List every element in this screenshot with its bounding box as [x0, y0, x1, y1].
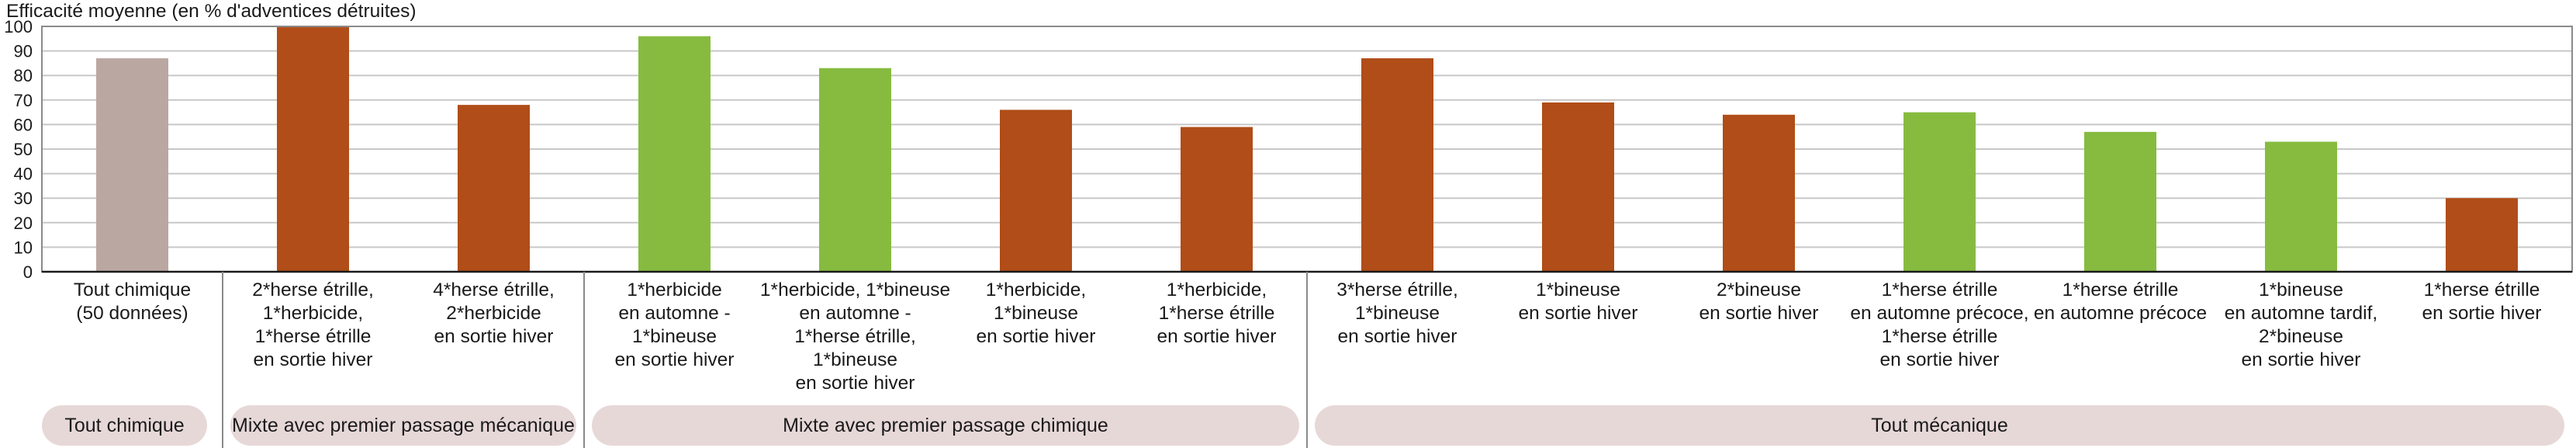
bar: [638, 36, 711, 272]
bars: [96, 26, 2518, 272]
y-axis-label: Efficacité moyenne (en % d'adventices dé…: [6, 1, 417, 22]
bar: [819, 68, 891, 272]
group-pill: [1315, 405, 2564, 446]
y-tick-label: 100: [4, 17, 33, 36]
category-label: 1*herbicide en automne -1*bineuse en sorti…: [615, 280, 735, 370]
category-label: 1*herse étrille en sortie hiver: [2422, 280, 2542, 324]
bar: [1000, 109, 1072, 272]
group-label: Tout chimique: [64, 415, 184, 436]
y-tick-label: 60: [14, 115, 33, 134]
group-labels: Tout chimique Mixte avec premier passage …: [42, 405, 2564, 446]
bar: [1723, 114, 1795, 272]
group-pill: [592, 405, 1299, 446]
category-label: 1*bineuse en automne tardif, 2*bineuse en s…: [2225, 280, 2377, 370]
group-pill: [42, 405, 207, 446]
group-pill: [230, 405, 576, 446]
y-tick-label: 90: [14, 42, 33, 61]
category-label: 2*bineuse en sortie hiver: [1699, 280, 1819, 324]
bar: [2084, 131, 2156, 272]
category-labels: Tout chimique (50 données) 2*herse étrille…: [74, 280, 2542, 394]
gridlines: [42, 50, 2572, 248]
y-tick-labels: 0 10 20 30 40 50 60 70 80 90 100: [4, 17, 33, 282]
bar: [1181, 127, 1253, 272]
category-label: 4*herse étrille, 2*herbicide en sortie hiv…: [433, 280, 555, 347]
category-label: Tout chimique (50 données): [74, 280, 191, 324]
category-label: 1*bineuse en sortie hiver: [1519, 280, 1638, 324]
bar: [1903, 112, 1976, 272]
y-tick-label: 30: [14, 189, 33, 208]
y-tick-label: 0: [23, 262, 33, 282]
bar: [458, 105, 530, 272]
y-tick-label: 50: [14, 140, 33, 159]
y-tick-label: 40: [14, 165, 33, 184]
bar: [2265, 141, 2337, 272]
y-tick-label: 20: [14, 214, 33, 233]
bar: [1542, 102, 1614, 272]
group-separators: [222, 272, 1308, 448]
category-label: 1*herse étrille en automne précoce: [2034, 280, 2207, 324]
category-label: 1*herbicide, 1*herse étrille en sortie hiv…: [1157, 280, 1277, 347]
y-tick-label: 80: [14, 66, 33, 85]
category-label: 1*herbicide, 1*bineuse en automne -1*hers…: [760, 280, 950, 394]
bar: [277, 26, 349, 272]
y-tick-label: 10: [14, 238, 33, 257]
category-label: 3*herse étrille, 1*bineuse en sortie hiver: [1336, 280, 1458, 347]
category-label: 2*herse étrille, 1*herbicide, 1*herse étri…: [252, 280, 374, 370]
category-label: 1*herbicide, 1*bineuse en sortie hiver: [977, 280, 1096, 347]
group-label: Tout mécanique: [1871, 415, 2008, 436]
bar: [96, 58, 168, 272]
category-label: 1*herse étrille en automne précoce, 1*hers…: [1850, 280, 2028, 370]
bar: [1361, 58, 1433, 272]
group-label: Mixte avec premier passage mécanique: [232, 415, 575, 436]
y-tick-label: 70: [14, 91, 33, 110]
bar: [2446, 198, 2518, 272]
group-label: Mixte avec premier passage chimique: [783, 415, 1108, 436]
